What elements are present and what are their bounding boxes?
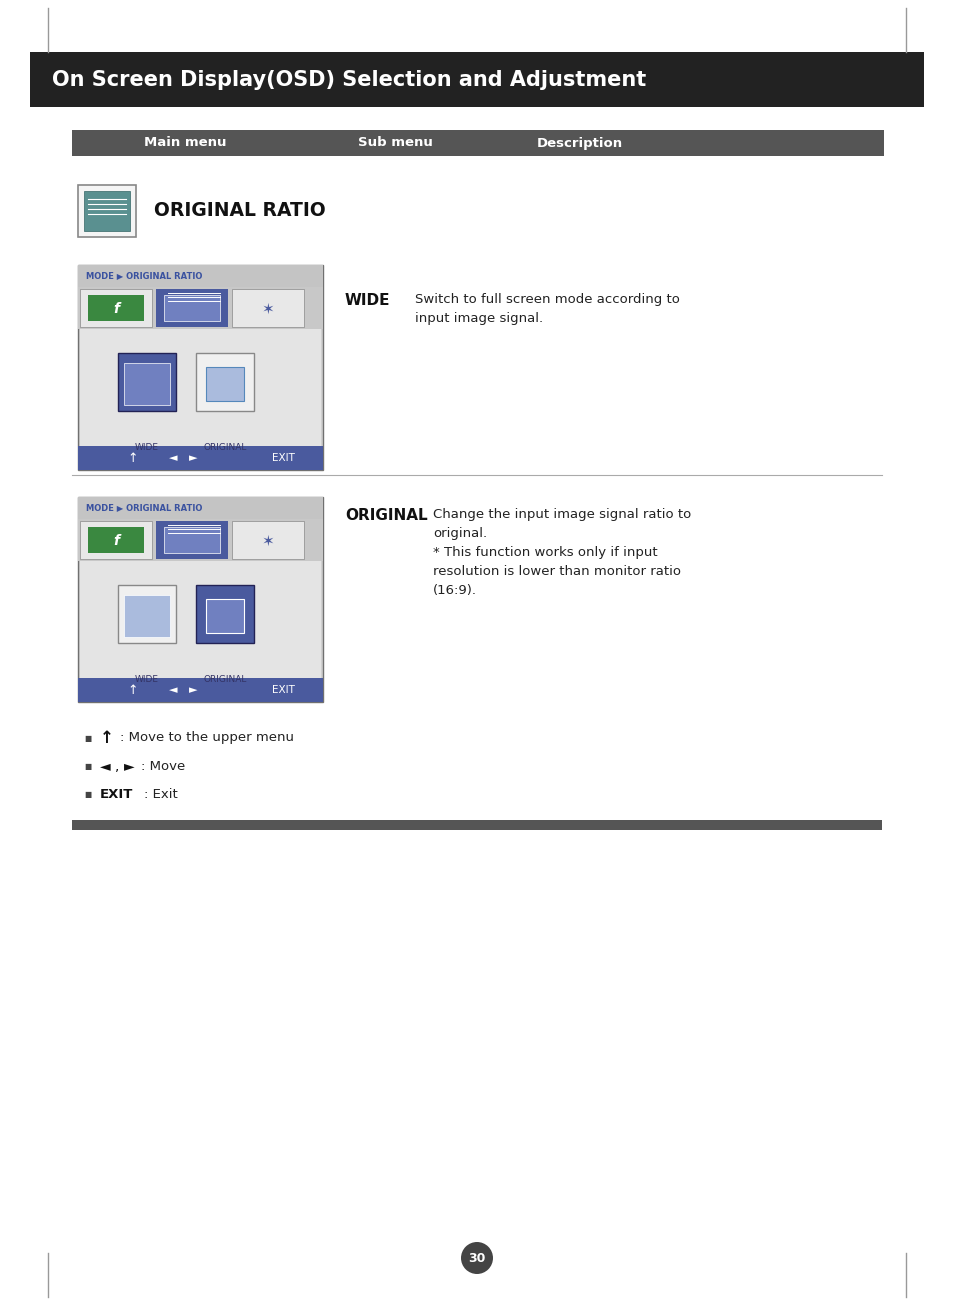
Text: ,: , [115,760,119,773]
Bar [118,585,175,643]
Bar [78,497,323,519]
Bar [78,497,323,702]
Text: ►: ► [124,760,134,773]
Text: ↑: ↑ [100,729,113,746]
Text: ✶: ✶ [261,534,274,548]
Text: Main menu: Main menu [144,137,226,150]
Bar [71,820,882,830]
Bar [80,329,320,446]
Bar [232,288,304,328]
Bar [78,287,323,329]
Text: MODE ▶ ORIGINAL RATIO: MODE ▶ ORIGINAL RATIO [86,504,202,513]
Text: EXIT: EXIT [272,685,294,696]
Bar [88,295,144,321]
Bar [78,519,323,561]
Text: ORIGINAL RATIO: ORIGINAL RATIO [153,201,325,221]
Text: ►: ► [189,453,197,463]
Text: ORIGINAL: ORIGINAL [203,444,247,453]
Bar [78,265,323,287]
Bar [232,521,304,559]
Bar [80,561,320,679]
Text: ■: ■ [84,762,91,770]
Text: f: f [112,534,119,548]
Text: ◄: ◄ [100,760,111,773]
Text: ↑: ↑ [128,684,138,697]
Bar [206,367,244,401]
Bar [78,679,323,702]
Text: Description: Description [537,137,622,150]
Text: On Screen Display(OSD) Selection and Adjustment: On Screen Display(OSD) Selection and Adj… [52,69,645,90]
Bar [80,521,152,559]
Text: MODE ▶ ORIGINAL RATIO: MODE ▶ ORIGINAL RATIO [86,271,202,281]
Bar [80,288,152,328]
Text: Switch to full screen mode according to
input image signal.: Switch to full screen mode according to … [415,294,679,325]
Bar [124,363,170,405]
Bar [88,527,144,553]
Bar [164,295,220,321]
Bar [78,185,136,238]
Text: 30: 30 [468,1251,485,1265]
Text: EXIT: EXIT [272,453,294,463]
Text: f: f [112,301,119,316]
Bar [71,130,883,157]
Circle shape [460,1242,493,1274]
Text: : Exit: : Exit [144,787,177,800]
Text: ORIGINAL: ORIGINAL [345,508,427,523]
Bar [78,446,323,470]
Text: Change the input image signal ratio to
original.
* This function works only if i: Change the input image signal ratio to o… [433,508,691,596]
Text: : Move: : Move [141,760,185,773]
Text: : Move to the upper menu: : Move to the upper menu [120,732,294,744]
Bar [164,527,220,553]
Text: ■: ■ [84,790,91,799]
Bar [30,52,923,107]
Bar [195,352,253,411]
Bar [124,595,170,637]
Bar [84,191,130,231]
Text: WIDE: WIDE [135,676,159,685]
Text: ✶: ✶ [261,301,274,317]
Text: ►: ► [189,685,197,696]
Bar [206,599,244,633]
Bar [118,352,175,411]
Text: ◄: ◄ [169,685,177,696]
Text: WIDE: WIDE [345,294,390,308]
Text: ◄: ◄ [169,453,177,463]
Text: ↑: ↑ [128,452,138,465]
Bar [156,521,228,559]
Text: ■: ■ [84,733,91,743]
Text: EXIT: EXIT [100,787,133,800]
Bar [195,585,253,643]
Bar [78,265,323,470]
Text: WIDE: WIDE [135,444,159,453]
Text: ORIGINAL: ORIGINAL [203,676,247,685]
Bar [156,288,228,328]
Text: Sub menu: Sub menu [357,137,432,150]
